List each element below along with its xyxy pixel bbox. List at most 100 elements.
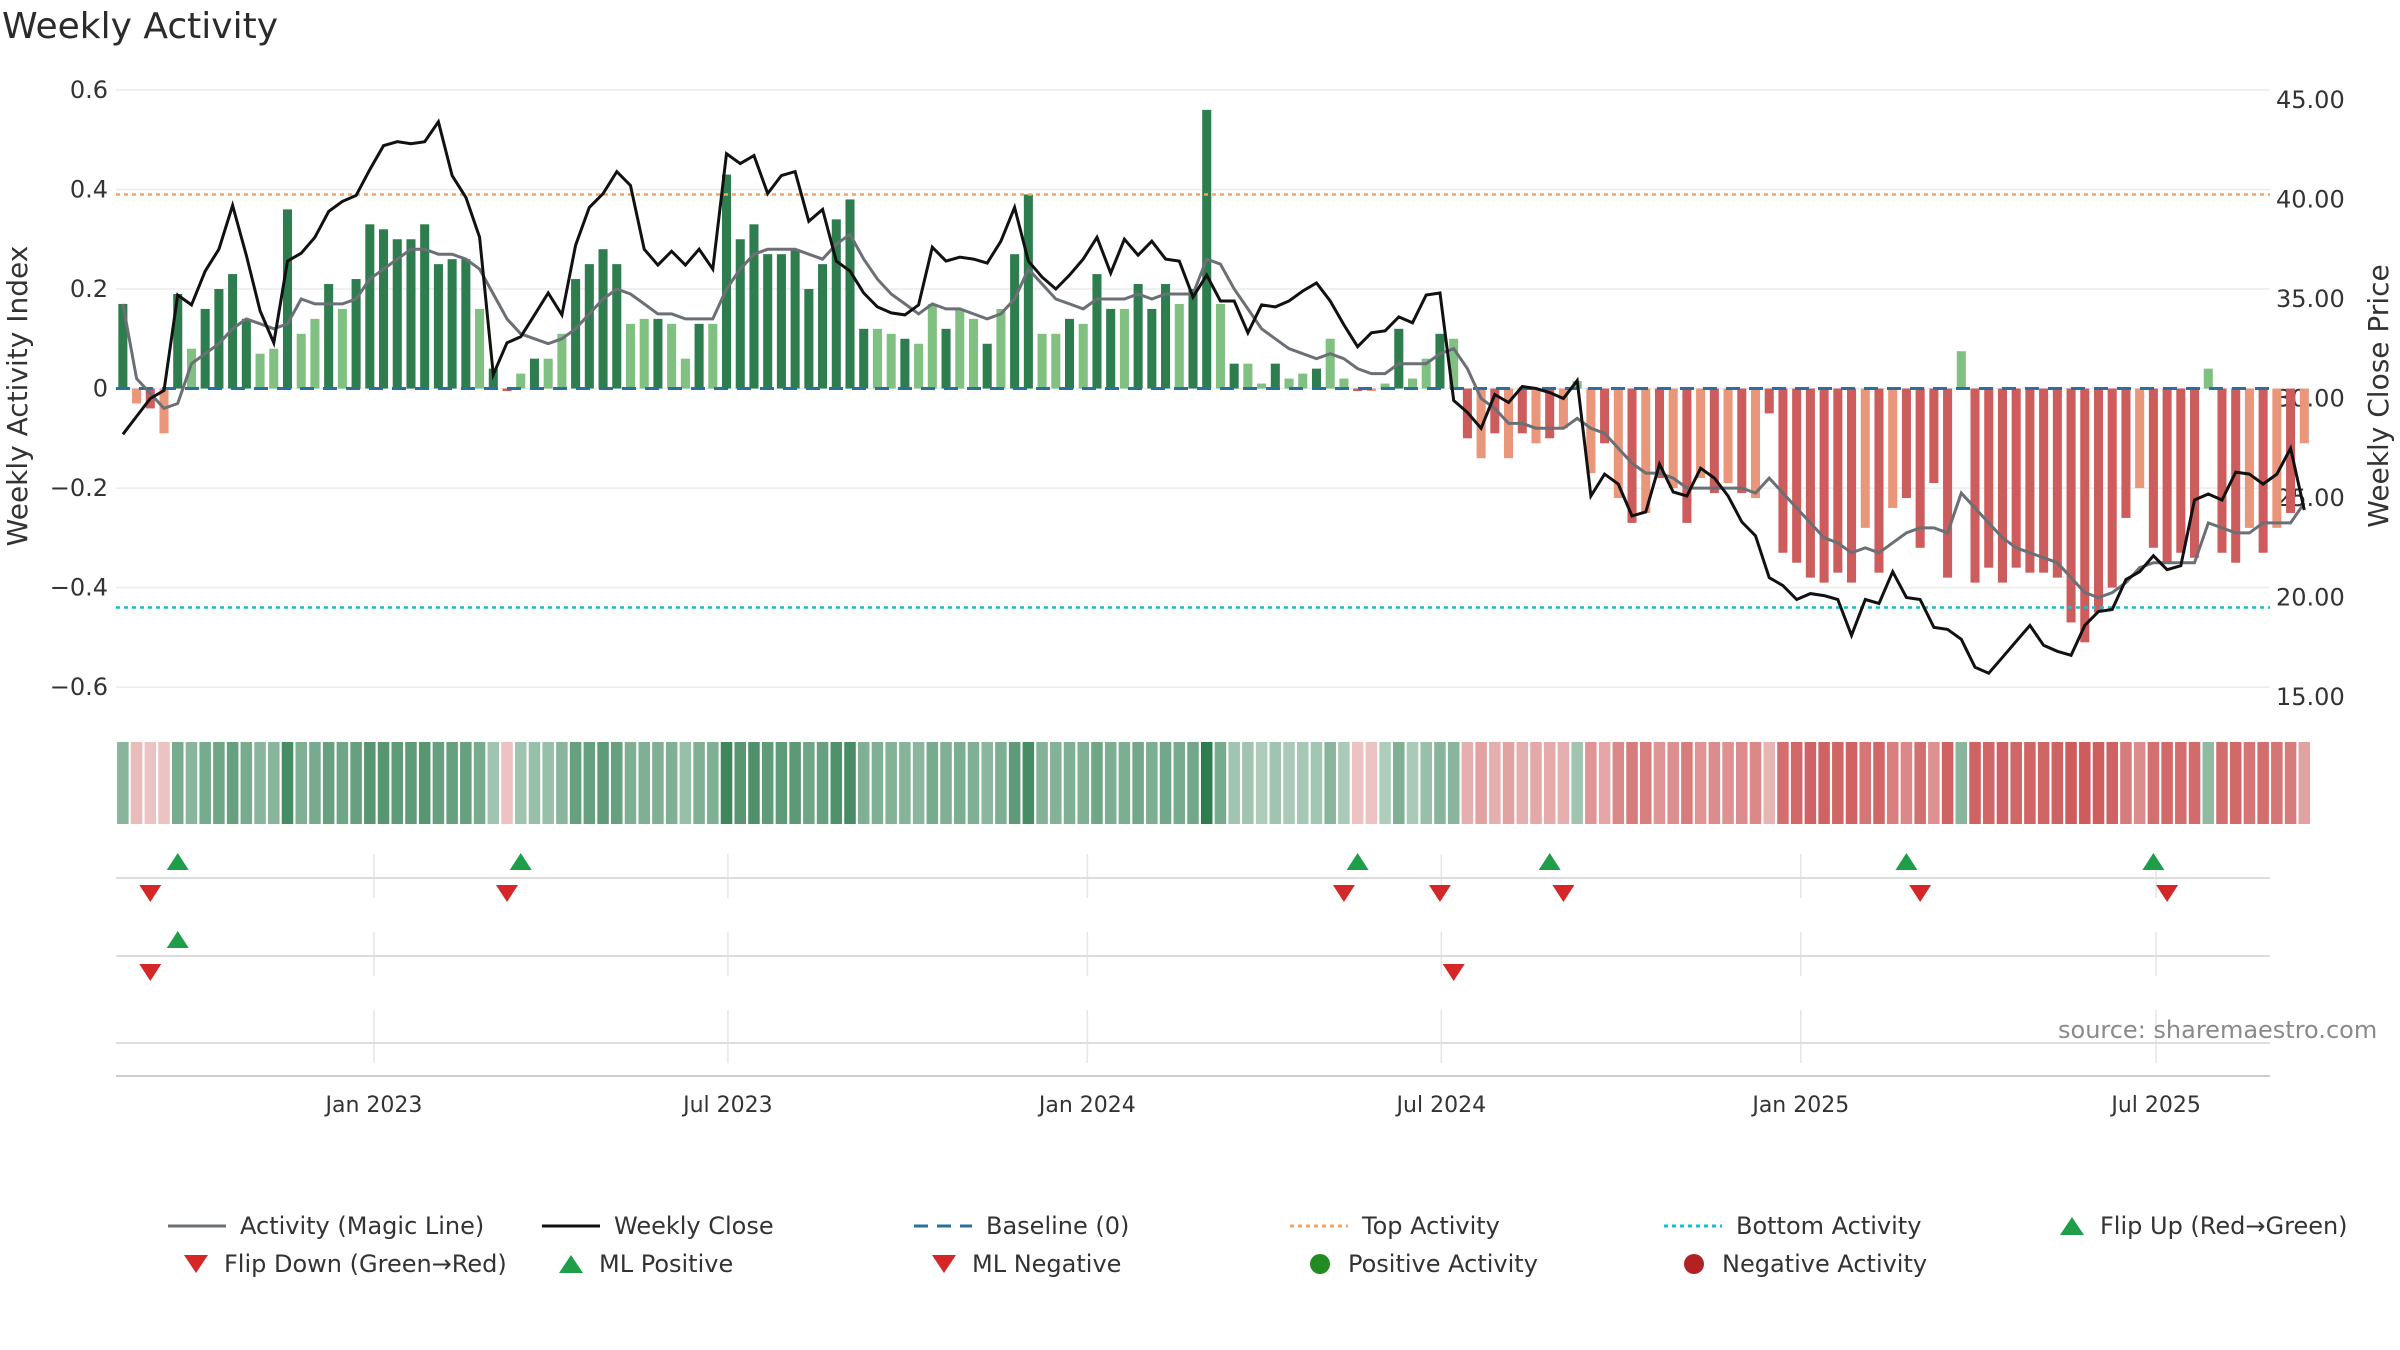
activity-bar <box>1654 388 1664 479</box>
ribbon-cell <box>885 742 897 824</box>
ribbon-cell <box>199 742 211 824</box>
ribbon-cell <box>2284 742 2297 824</box>
activity-bar <box>255 353 265 389</box>
activity-bar <box>1133 284 1143 389</box>
activity-bar <box>872 328 882 389</box>
ribbon-cell <box>1722 742 1734 824</box>
ribbon-cell <box>926 742 939 824</box>
ribbon-cell <box>761 742 774 824</box>
legend-item-positive-activity: Positive Activity <box>1306 1246 1538 1282</box>
flip-up-marker <box>509 853 532 870</box>
activity-bar <box>159 388 169 434</box>
activity-bar <box>1078 323 1088 389</box>
activity-bar <box>488 368 498 389</box>
ribbon-cell <box>1639 742 1652 824</box>
weekly-close-line <box>121 118 2306 676</box>
x-tick-label: Jul 2023 <box>681 1093 773 1118</box>
ribbon-cell <box>336 742 349 824</box>
y-left-tick-label: 0.6 <box>70 76 108 104</box>
x-tick-label: Jul 2025 <box>2109 1093 2201 1118</box>
ribbon-cell <box>775 742 788 824</box>
ribbon-cell <box>679 742 692 824</box>
ribbon-cell <box>446 742 458 824</box>
activity-bar <box>1270 363 1280 389</box>
ribbon-cell <box>2092 742 2105 824</box>
legend-swatch-baseline <box>914 1224 972 1228</box>
activity-bar <box>790 249 800 389</box>
ribbon-cell <box>213 742 225 824</box>
ribbon-cell <box>1708 742 1721 824</box>
activity-bar <box>296 333 306 389</box>
activity-bar <box>2272 388 2282 528</box>
ribbon-cell <box>748 742 760 824</box>
y-left-tick-label: 0.2 <box>70 275 108 303</box>
ribbon-cell <box>1310 742 1323 824</box>
ribbon-cell <box>1447 742 1460 824</box>
ribbon-cell <box>377 742 390 824</box>
activity-bar <box>379 229 389 389</box>
legend-label-weekly-close: Weekly Close <box>614 1212 774 1240</box>
ribbon-cell <box>1941 742 1954 824</box>
activity-bar <box>1435 333 1445 389</box>
ribbon-cell <box>2298 742 2311 824</box>
ribbon-cell <box>1667 742 1679 824</box>
ribbon-cell <box>967 742 980 824</box>
activity-bar <box>2121 388 2131 518</box>
ribbon-cell <box>1790 742 1803 824</box>
ribbon-cell <box>1269 742 1282 824</box>
ribbon-cell <box>2147 742 2160 824</box>
activity-bar <box>1257 383 1267 389</box>
ribbon-cell <box>1379 742 1391 824</box>
legend-ml-up-icon <box>559 1255 583 1273</box>
activity-bar <box>461 259 471 389</box>
ribbon-cell <box>734 742 747 824</box>
ribbon-cell <box>652 742 664 824</box>
ribbon-cell <box>1845 742 1858 824</box>
legend-label-flip-down: Flip Down (Green→Red) <box>224 1250 507 1278</box>
activity-bar <box>118 303 128 389</box>
ribbon-cell <box>1530 742 1542 824</box>
ribbon-cell <box>707 742 719 824</box>
activity-bar <box>1723 388 1733 484</box>
y-left-tick-label: 0.4 <box>70 175 108 203</box>
activity-bar <box>2217 388 2227 553</box>
activity-bar <box>241 318 251 389</box>
ribbon-cell <box>1351 742 1364 824</box>
activity-bar <box>1106 308 1116 389</box>
legend-label-bottom-activity: Bottom Activity <box>1736 1212 1922 1240</box>
activity-bar <box>1353 388 1363 392</box>
ribbon-cell <box>1818 742 1830 824</box>
ribbon-cell <box>1132 742 1144 824</box>
activity-bar <box>351 279 361 389</box>
ribbon-cell <box>1434 742 1446 824</box>
activity-bar <box>982 343 992 389</box>
activity-bar <box>1215 303 1225 389</box>
activity-bar <box>1668 388 1678 489</box>
legend-item-baseline: Baseline (0) <box>914 1208 1129 1244</box>
ml-positive-marker <box>166 931 189 948</box>
activity-bar <box>776 254 786 389</box>
activity-bar <box>2025 388 2035 573</box>
ribbon-cell <box>2106 742 2118 824</box>
ribbon-cell <box>1063 742 1076 824</box>
activity-bar <box>1147 308 1157 389</box>
activity-bar <box>1805 388 1815 578</box>
activity-bar <box>818 264 828 389</box>
flip-down-marker <box>1428 885 1451 902</box>
ribbon-cell <box>473 742 486 824</box>
activity-bar <box>1092 274 1102 389</box>
activity-bar <box>1915 388 1925 548</box>
activity-bar <box>475 308 485 389</box>
flip-up-marker <box>1538 853 1561 870</box>
ribbon-cell <box>830 742 843 824</box>
ribbon-cell <box>240 742 253 824</box>
ribbon-cell <box>2229 742 2242 824</box>
activity-bar <box>2190 388 2200 558</box>
ribbon-cell <box>1475 742 1487 824</box>
activity-bar <box>1764 388 1774 414</box>
activity-bar <box>433 264 443 389</box>
ribbon-cell <box>1626 742 1638 824</box>
ribbon-cell <box>1118 742 1131 824</box>
activity-bar <box>1860 388 1870 528</box>
activity-bar <box>763 254 773 389</box>
